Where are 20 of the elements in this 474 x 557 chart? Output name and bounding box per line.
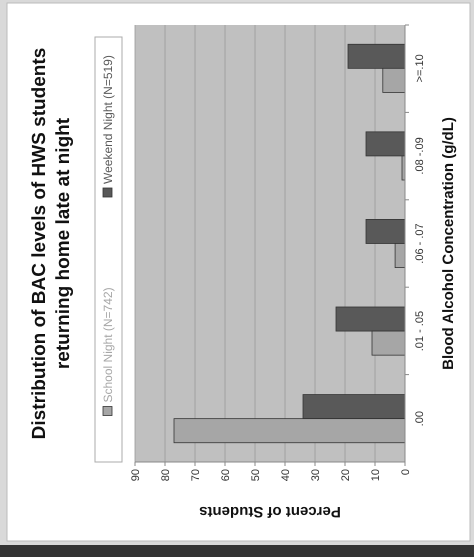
text: School Night (N=742) [101,287,115,402]
x-tick-label: 30 [310,469,322,482]
y-tick-label: .06 - .07 [414,223,426,264]
y-tick-label: .08 -.09 [414,137,426,175]
x-tick-label: 0 [400,469,412,476]
x-tick-label: 20 [340,469,352,482]
x-tick-label: 60 [220,469,232,482]
text: Weekend Night (N=519) [101,55,115,184]
x-tick-label: 80 [160,469,172,482]
x-tick-label: 70 [190,469,202,482]
x-tick-label: 10 [370,469,382,482]
x-tick-label: 40 [280,469,292,482]
text: Distribution of BAC levels of HWS students returning home late at night [29,48,74,440]
y-tick-label: >=.10 [414,54,426,82]
y-tick-label: .00 [414,411,426,426]
x-axis-title: Percent of Students [199,503,341,520]
y-tick-label: .01 - .05 [414,310,426,352]
x-tick-label: 50 [250,469,262,482]
y-axis-title: Blood Alcohol Concentration (g/dL) [440,117,457,370]
x-tick-label: 90 [130,469,142,482]
